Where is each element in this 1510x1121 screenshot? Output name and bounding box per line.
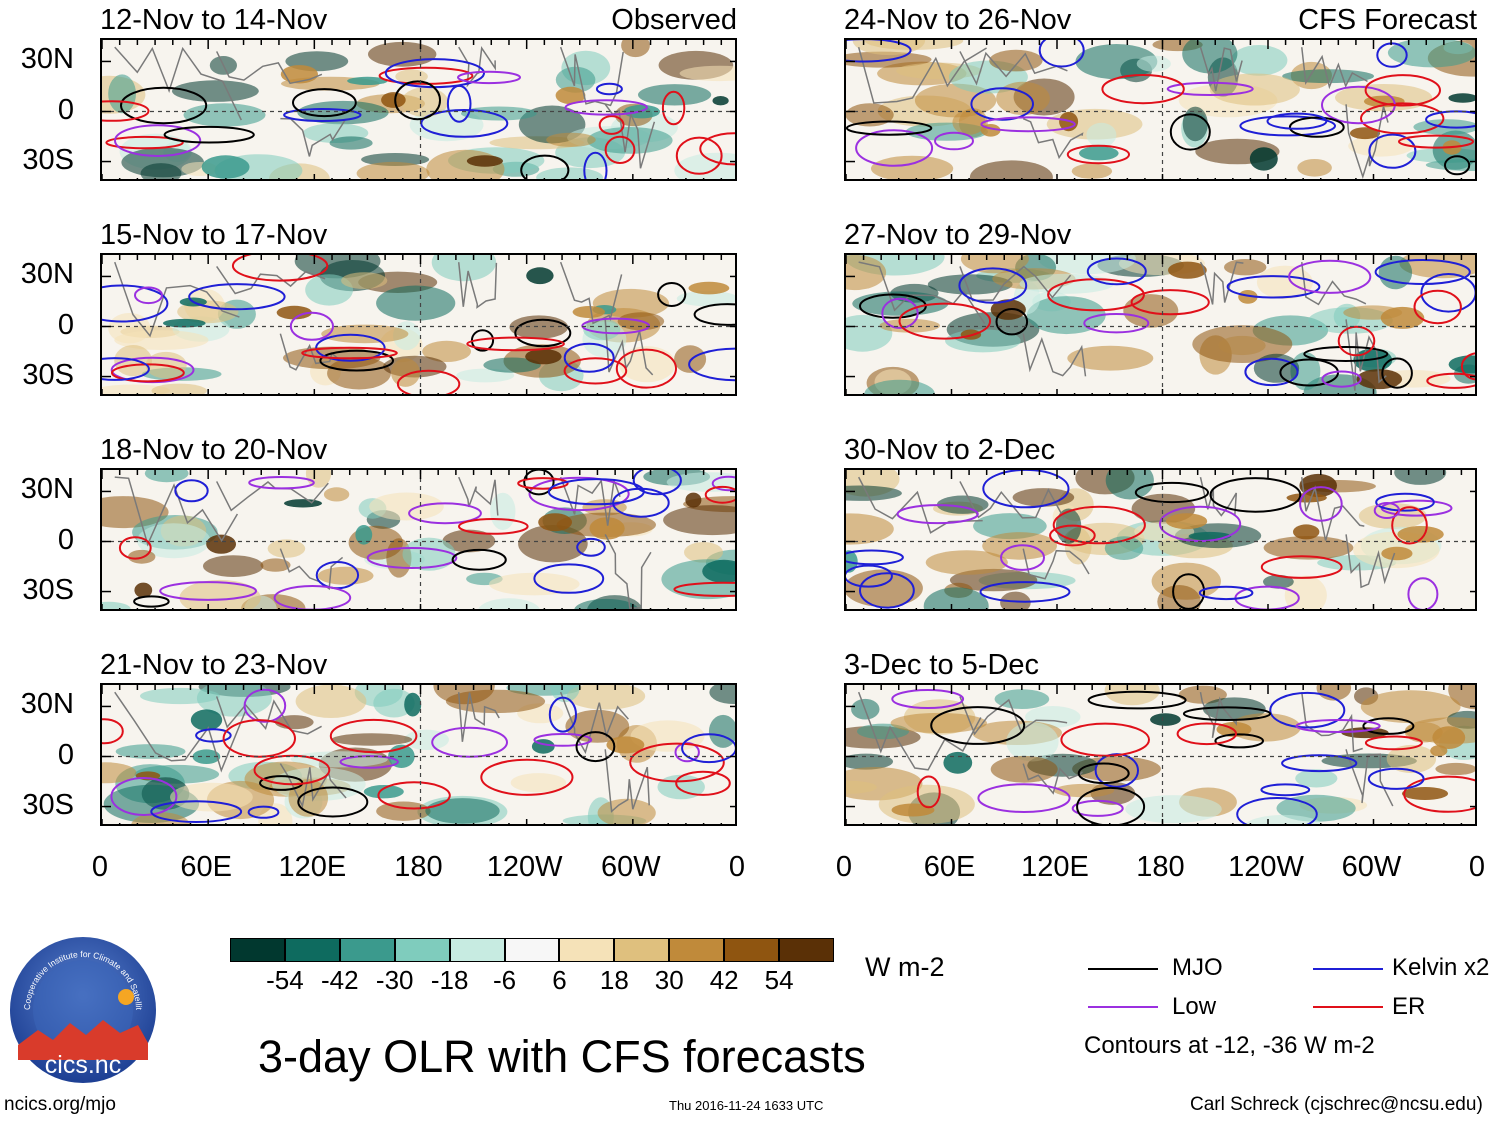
- y-axis-label: 0: [57, 738, 74, 771]
- y-axis-label: 30S: [22, 788, 74, 821]
- x-axis-label: 120E: [1021, 851, 1089, 883]
- colorbar-segment: [669, 938, 725, 962]
- colorbar-label: -54: [266, 965, 304, 995]
- colorbar-segment: [339, 938, 395, 962]
- panel-title: 24-Nov to 26-Nov: [844, 4, 1072, 36]
- y-axis-label: 0: [57, 308, 74, 341]
- y-axis-label: 30N: [20, 43, 74, 76]
- y-axis-label: 30N: [20, 688, 74, 721]
- legend-note: Contours at -12, -36 W m-2: [1084, 1032, 1375, 1059]
- legend-swatch: [1088, 1006, 1158, 1008]
- footer-timestamp: Thu 2016-11-24 1633 UTC: [669, 1098, 824, 1113]
- x-axis-label: 0: [728, 851, 746, 883]
- y-axis-label: 30N: [20, 473, 74, 506]
- y-axis-label: 30S: [22, 573, 74, 606]
- colorbar-label: 42: [709, 965, 739, 995]
- x-axis-label: 0: [91, 851, 109, 883]
- x-axis-label: 0: [1468, 851, 1486, 883]
- y-axis-label: 30S: [22, 143, 74, 176]
- panel-title: 12-Nov to 14-Nov: [100, 4, 328, 36]
- legend-label: ER: [1392, 993, 1426, 1020]
- legend-swatch: [1088, 968, 1158, 970]
- colorbar-label: 30: [654, 965, 684, 995]
- panel-title: 15-Nov to 17-Nov: [100, 219, 328, 251]
- y-axis-label: 0: [57, 93, 74, 126]
- panel-title: 21-Nov to 23-Nov: [100, 649, 328, 681]
- olr-map-panel: [844, 38, 1477, 181]
- colorbar-segment: [449, 938, 505, 962]
- panel-source-label: Observed: [611, 4, 737, 36]
- legend-label: Kelvin x2: [1392, 954, 1490, 981]
- x-axis-label: 180: [394, 851, 443, 883]
- y-axis-label: 0: [57, 523, 74, 556]
- olr-map-panel: [844, 253, 1477, 396]
- x-axis-label: 60W: [601, 851, 661, 883]
- x-axis-label: 60W: [1341, 851, 1402, 883]
- x-axis-label: 180: [1136, 851, 1185, 883]
- cics-logo: Cooperative Institute for Climate and Sa…: [6, 927, 158, 1085]
- panel-title: 18-Nov to 20-Nov: [100, 434, 328, 466]
- x-axis-label: 60E: [923, 851, 976, 883]
- legend-swatch: [1313, 968, 1383, 970]
- colorbar-segment: [504, 938, 560, 962]
- olr-map-panel: [100, 253, 737, 396]
- legend-label: MJO: [1172, 954, 1223, 981]
- olr-map-panel: [844, 683, 1477, 826]
- footer-author: Carl Schreck (cjschrec@ncsu.edu): [1190, 1094, 1483, 1115]
- colorbar-segment: [559, 938, 615, 962]
- colorbar-label: 6: [552, 965, 567, 995]
- colorbar-label: 54: [764, 965, 794, 995]
- x-axis-label: 60E: [180, 851, 232, 883]
- y-axis-label: 30S: [22, 358, 74, 391]
- x-axis-label: 0: [835, 851, 853, 883]
- panel-title: 27-Nov to 29-Nov: [844, 219, 1072, 251]
- olr-map-panel: [100, 468, 737, 611]
- olr-map-panel: [844, 468, 1477, 611]
- panel-title: 30-Nov to 2-Dec: [844, 434, 1056, 466]
- x-axis-label: 120E: [278, 851, 347, 883]
- colorbar-segment: [230, 938, 285, 962]
- footer-url: ncics.org/mjo: [4, 1094, 116, 1115]
- x-axis-label: 120W: [1228, 851, 1304, 883]
- colorbar: [230, 938, 834, 962]
- colorbar-segment: [394, 938, 450, 962]
- y-axis-label: 30N: [20, 258, 74, 291]
- colorbar-label: -6: [492, 965, 517, 995]
- legend-label: Low: [1172, 993, 1217, 1020]
- logo-name: cics.nc: [45, 1051, 121, 1079]
- panel-source-label: CFS Forecast: [1298, 4, 1477, 36]
- x-axis-label: 120W: [486, 851, 563, 883]
- colorbar-segment: [284, 938, 340, 962]
- olr-map-panel: [100, 38, 737, 181]
- colorbar-unit: W m-2: [865, 952, 945, 982]
- colorbar-segment: [724, 938, 780, 962]
- colorbar-label: 18: [599, 965, 629, 995]
- colorbar-label: -42: [321, 965, 359, 995]
- legend-swatch: [1313, 1006, 1383, 1008]
- colorbar-label: -18: [430, 965, 469, 995]
- colorbar-segment: [614, 938, 670, 962]
- colorbar-segment: [779, 938, 834, 962]
- panel-title: 3-Dec to 5-Dec: [844, 649, 1040, 681]
- main-title: 3-day OLR with CFS forecasts: [258, 1031, 866, 1082]
- olr-map-panel: [100, 683, 737, 826]
- colorbar-label: -30: [375, 965, 414, 995]
